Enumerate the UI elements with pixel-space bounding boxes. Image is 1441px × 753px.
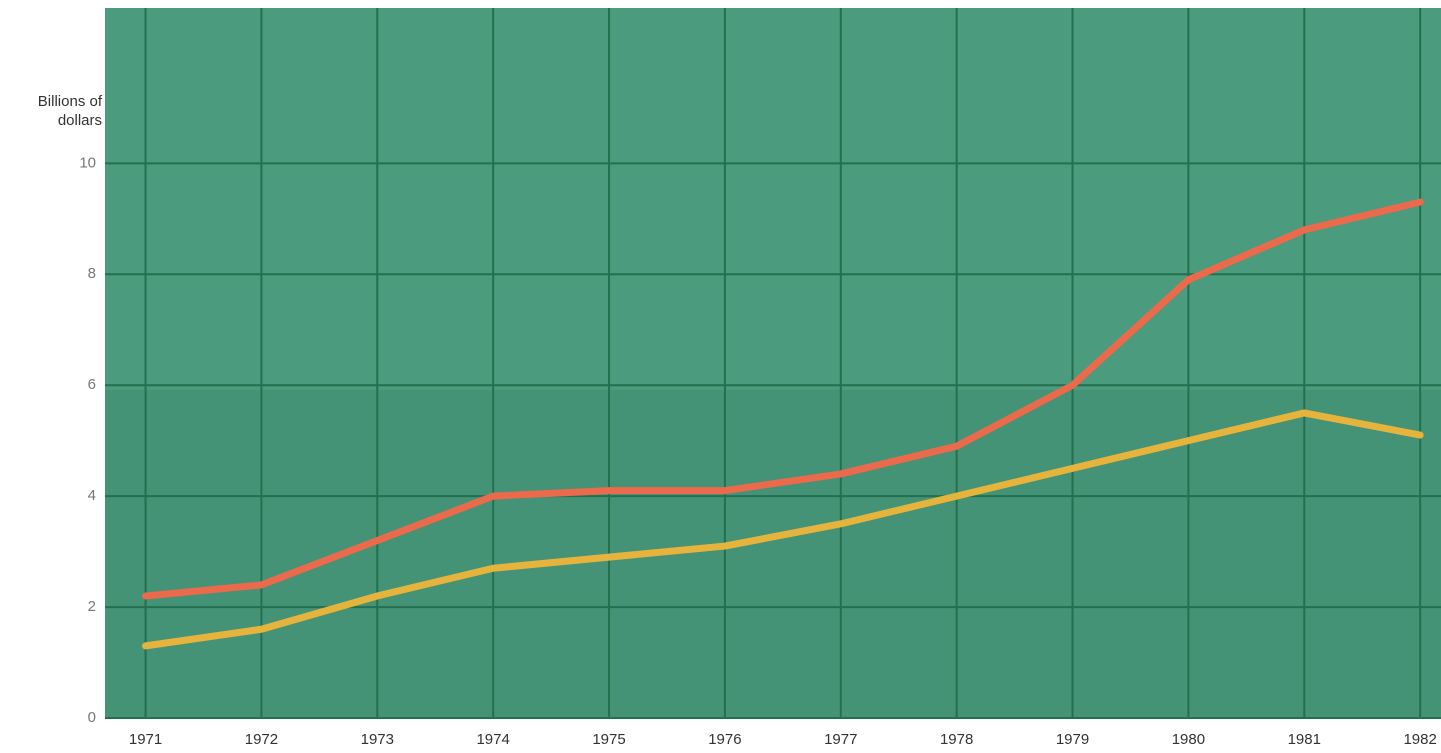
x-tick-label: 1978 <box>940 731 973 748</box>
x-tick-label: 1975 <box>592 731 625 748</box>
x-tick-label: 1974 <box>476 731 509 748</box>
photo-shade <box>105 390 1441 718</box>
x-tick-label: 1980 <box>1172 731 1205 748</box>
y-tick-label: 2 <box>88 598 96 615</box>
y-tick-label: 8 <box>88 265 96 282</box>
x-tick-label: 1976 <box>708 731 741 748</box>
x-tick-label: 1981 <box>1288 731 1321 748</box>
series-line <box>142 409 1424 650</box>
x-tick-label: 1973 <box>361 731 394 748</box>
x-tick-label: 1982 <box>1403 731 1436 748</box>
y-axis-label: Billions of dollars <box>37 93 102 129</box>
series-line <box>142 198 1424 600</box>
y-tick-label: 0 <box>88 709 96 726</box>
y-tick-label: 10 <box>79 154 96 171</box>
y-tick-label: 6 <box>88 376 96 393</box>
x-tick-label: 1971 <box>129 731 162 748</box>
x-tick-label: 1979 <box>1056 731 1089 748</box>
x-tick-label: 1972 <box>245 731 278 748</box>
x-tick-label: 1977 <box>824 731 857 748</box>
y-tick-label: 4 <box>88 487 96 504</box>
